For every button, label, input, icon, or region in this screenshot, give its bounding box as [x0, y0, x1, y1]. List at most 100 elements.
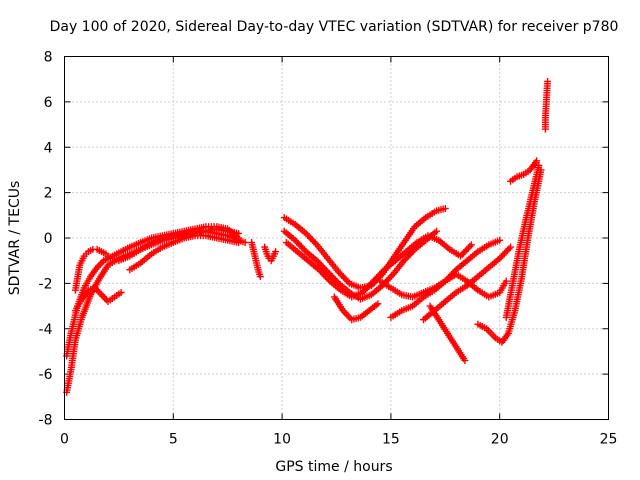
data-point	[502, 277, 510, 285]
data-point	[106, 254, 114, 262]
data-point	[117, 288, 125, 296]
data-point	[461, 357, 469, 365]
data-point-interp	[377, 269, 385, 277]
data-point	[457, 252, 465, 260]
chart-title: Day 100 of 2020, Sidereal Day-to-day VTE…	[50, 19, 619, 35]
data-point-interp	[324, 275, 332, 283]
data-point	[433, 227, 441, 235]
data-point-interp	[299, 244, 307, 252]
data-point-interp	[323, 274, 331, 282]
data-point-interp	[499, 251, 507, 259]
data-point-interp	[497, 253, 505, 261]
plot-frame	[64, 56, 609, 420]
x-tick-label: 25	[600, 432, 618, 448]
data-point-interp	[365, 282, 373, 290]
y-tick-label: -4	[39, 322, 53, 338]
data-point-interp	[460, 249, 468, 257]
data-point-interp	[319, 263, 327, 271]
x-tick-label: 5	[169, 432, 178, 448]
data-point-interp	[403, 253, 411, 261]
data-point	[335, 268, 343, 276]
data-point-interp	[379, 267, 387, 275]
data-point-interp	[321, 265, 329, 273]
data-point	[313, 257, 321, 265]
y-tick-label: 8	[44, 50, 53, 66]
data-point-interp	[325, 270, 333, 278]
data-point-interp	[362, 285, 370, 293]
data-point-interp	[338, 271, 346, 279]
data-point-interp	[363, 284, 371, 292]
data-point-interp	[458, 251, 466, 259]
data-point	[441, 205, 449, 213]
data-point-interp	[322, 266, 330, 274]
data-point-interp	[339, 273, 347, 281]
x-tick-label: 0	[60, 432, 69, 448]
data-point-interp	[342, 276, 350, 284]
data-point-interp	[374, 272, 382, 280]
data-point-interp	[318, 269, 326, 277]
data-point-interp	[360, 287, 368, 295]
x-tick-label: 20	[491, 432, 509, 448]
data-point-interp	[320, 271, 328, 279]
data-point	[97, 291, 105, 299]
x-tick-label: 10	[273, 432, 291, 448]
data-point	[241, 239, 249, 247]
y-tick-label: 6	[44, 95, 53, 111]
data-point	[272, 248, 280, 256]
data-point	[507, 243, 515, 251]
data-point-interp	[311, 239, 319, 247]
data-point-interp	[466, 242, 474, 250]
data-point-interp	[296, 241, 304, 249]
data-point-interp	[314, 258, 322, 266]
plot-points	[63, 77, 552, 396]
data-point-interp	[386, 274, 394, 282]
data-point-interp	[402, 255, 410, 263]
data-point-interp	[366, 280, 374, 288]
data-point-interp	[371, 275, 379, 283]
y-axis-label: SDTVAR / TECUs	[7, 181, 23, 296]
data-point-interp	[308, 236, 316, 244]
y-tick-label: -8	[39, 413, 53, 429]
data-point	[467, 241, 475, 249]
data-point-interp	[463, 246, 471, 254]
data-point-interp	[99, 292, 107, 300]
y-tick-label: 0	[44, 231, 53, 247]
data-point	[544, 77, 552, 85]
data-point-interp	[300, 246, 308, 254]
y-tick-label: -6	[39, 367, 53, 383]
data-point-interp	[293, 238, 301, 246]
data-point	[533, 157, 541, 165]
data-point-interp	[341, 275, 349, 283]
data-point-interp	[316, 260, 324, 268]
data-point	[256, 273, 264, 281]
data-point-interp	[305, 233, 313, 241]
data-point-interp	[500, 250, 508, 258]
data-point-interp	[336, 270, 344, 278]
data-point-interp	[317, 267, 325, 275]
data-point-interp	[502, 248, 510, 256]
data-point-interp	[318, 262, 326, 270]
data-point	[235, 239, 243, 247]
data-point	[359, 288, 367, 296]
data-point	[324, 268, 332, 276]
data-point-interp	[344, 278, 352, 286]
data-point	[496, 236, 504, 244]
data-point-interp	[294, 240, 302, 248]
x-tick-label: 15	[382, 432, 400, 448]
data-point-interp	[96, 289, 104, 297]
data-point	[374, 300, 382, 308]
data-point	[369, 277, 377, 285]
data-point-interp	[96, 260, 104, 268]
data-point	[291, 236, 299, 244]
data-point-interp	[307, 234, 315, 242]
data-point	[302, 229, 310, 237]
data-point-interp	[321, 272, 329, 280]
data-point	[496, 254, 504, 262]
data-point-interp	[376, 271, 384, 279]
data-point-interp	[505, 245, 513, 253]
data-point-interp	[503, 246, 511, 254]
data-point	[315, 266, 323, 274]
data-point-interp	[461, 247, 469, 255]
data-point-interp	[297, 243, 305, 251]
y-tick-label: 2	[44, 186, 53, 202]
